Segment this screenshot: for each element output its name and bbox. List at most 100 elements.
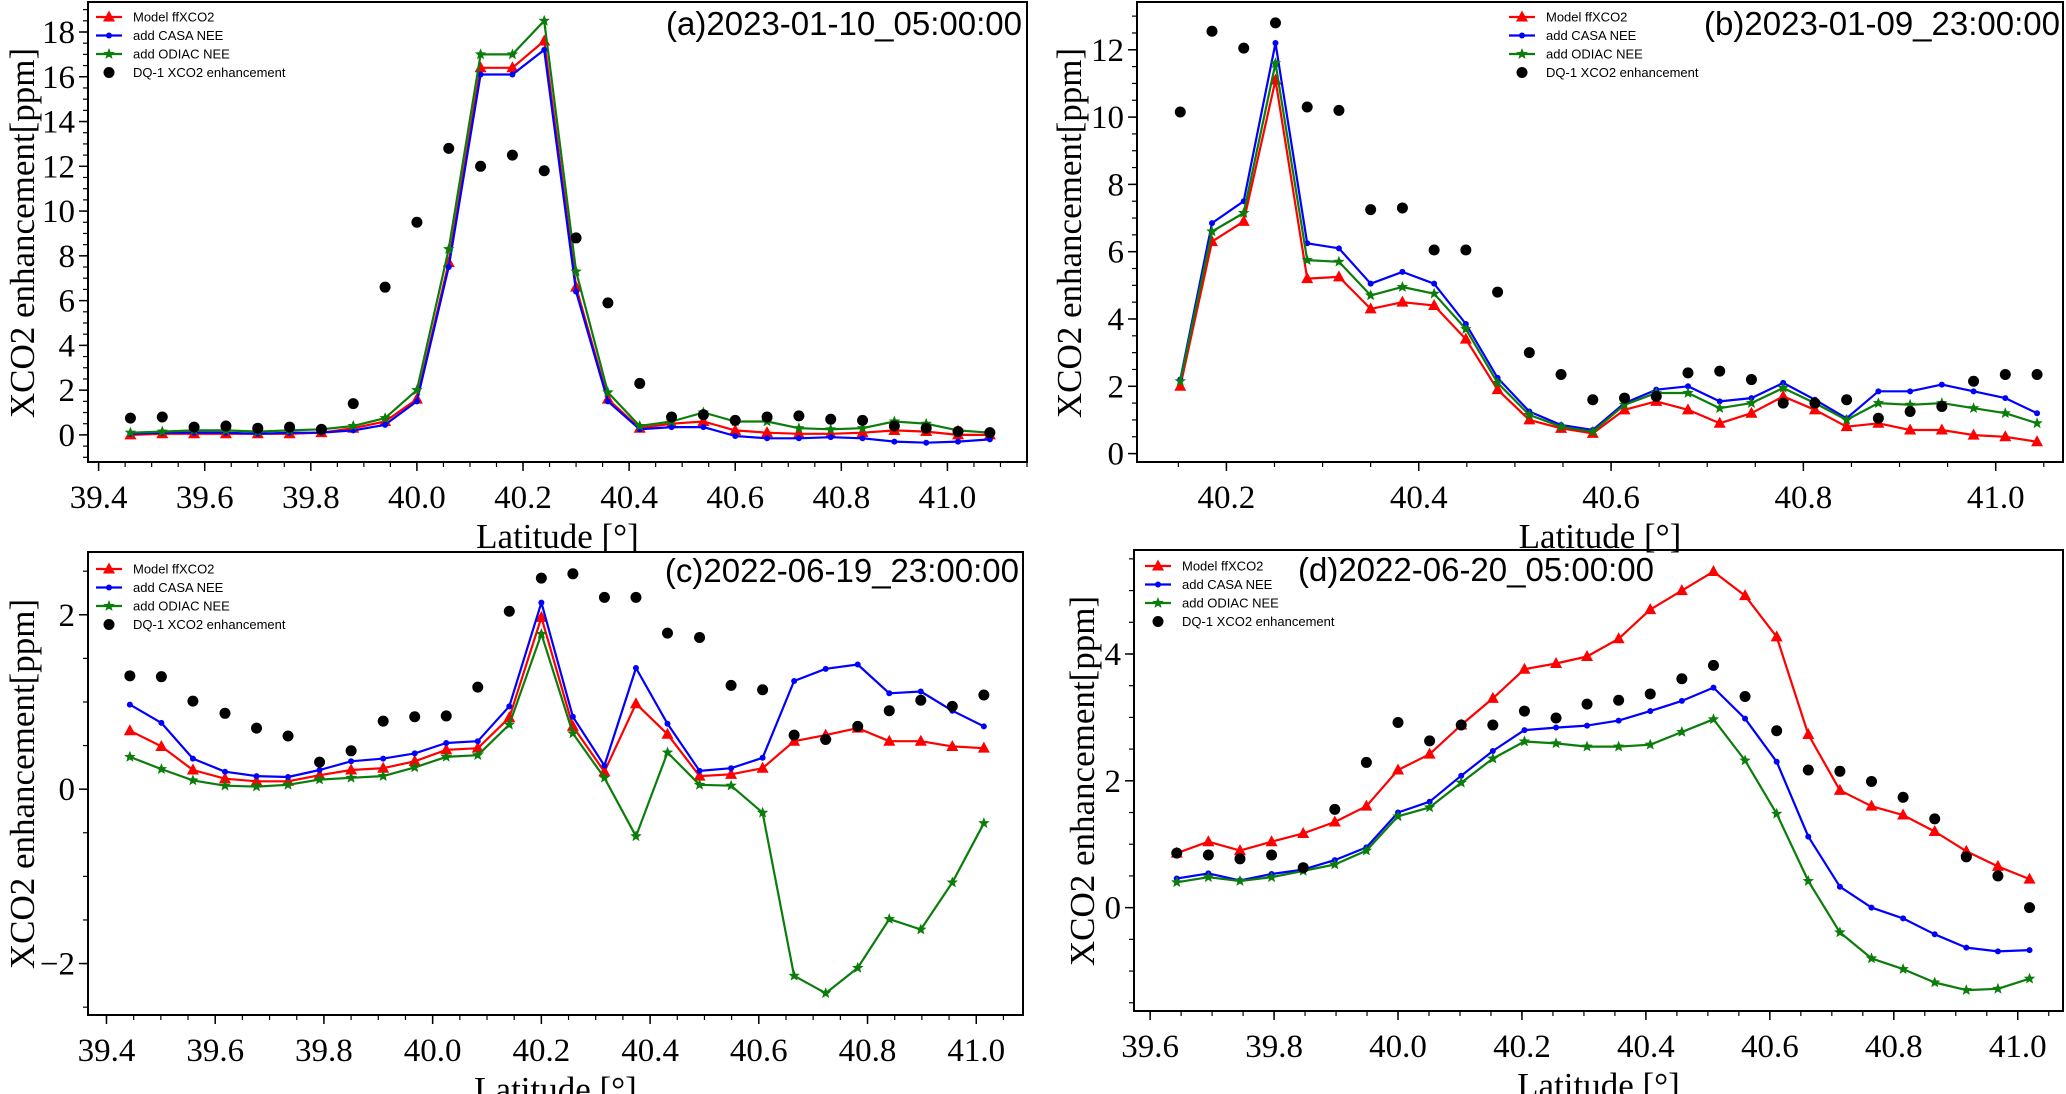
data-point bbox=[440, 710, 452, 722]
legend-entry: add CASA NEE bbox=[1509, 28, 1637, 43]
data-point bbox=[1967, 402, 1980, 413]
x-tick-label: 40.4 bbox=[600, 480, 658, 516]
data-point bbox=[566, 719, 579, 731]
data-point bbox=[1777, 389, 1790, 401]
panel-title: (d)2022-06-20_05:00:00 bbox=[1298, 551, 1654, 588]
x-tick-label: 40.6 bbox=[1741, 1029, 1799, 1065]
data-point bbox=[445, 264, 452, 271]
legend-marker bbox=[103, 10, 115, 22]
data-point bbox=[1714, 402, 1726, 413]
data-point bbox=[1836, 883, 1843, 890]
data-point bbox=[1399, 268, 1406, 275]
data-point bbox=[1329, 858, 1341, 870]
data-point bbox=[661, 627, 673, 639]
plot-area bbox=[1174, 17, 2044, 447]
data-point bbox=[1612, 740, 1625, 752]
panel-title: (b)2023-01-09_23:00:00 bbox=[1704, 5, 2060, 42]
data-point bbox=[1423, 747, 1436, 759]
x-tick-label: 41.0 bbox=[1967, 480, 2025, 516]
data-point bbox=[598, 591, 610, 603]
data-point bbox=[1518, 662, 1531, 674]
legend-entry: DQ-1 XCO2 enhancement bbox=[103, 65, 286, 80]
data-point bbox=[570, 265, 582, 277]
data-point bbox=[1487, 752, 1499, 764]
data-point bbox=[284, 421, 296, 433]
data-point bbox=[411, 216, 423, 228]
x-tick-label: 40.2 bbox=[494, 480, 552, 516]
data-point bbox=[1428, 287, 1440, 299]
data-point bbox=[1994, 948, 2001, 955]
legend-label: add CASA NEE bbox=[133, 580, 224, 595]
data-point bbox=[506, 703, 513, 710]
y-tick-label: 2 bbox=[1105, 764, 1122, 800]
data-point bbox=[345, 771, 357, 783]
y-tick-label: 12 bbox=[42, 149, 75, 185]
y-tick-label: 0 bbox=[59, 772, 76, 808]
data-point bbox=[1396, 202, 1408, 214]
data-point bbox=[761, 426, 774, 438]
data-point bbox=[1809, 397, 1821, 409]
data-point bbox=[1897, 791, 1909, 803]
data-point bbox=[411, 750, 418, 757]
data-point bbox=[1897, 963, 1909, 974]
x-tick-label: 39.8 bbox=[282, 480, 340, 516]
data-point bbox=[1365, 289, 1377, 301]
data-point bbox=[124, 412, 136, 424]
legend-marker bbox=[1155, 581, 1161, 588]
series-dq-1-xco2-enhancement bbox=[124, 142, 996, 439]
data-point bbox=[220, 420, 232, 432]
data-point bbox=[1550, 712, 1562, 724]
data-point bbox=[791, 678, 798, 685]
data-point bbox=[1269, 17, 1281, 29]
data-point bbox=[630, 830, 642, 842]
legend-marker bbox=[1516, 10, 1528, 22]
data-point bbox=[124, 426, 137, 438]
data-point bbox=[1802, 728, 1815, 740]
data-point bbox=[1423, 801, 1436, 813]
legend-entry: DQ-1 XCO2 enhancement bbox=[103, 617, 286, 632]
data-point bbox=[1872, 412, 1884, 424]
data-point bbox=[1865, 799, 1878, 811]
data-point bbox=[1550, 657, 1563, 669]
panel-title: (a)2023-01-10_05:00:00 bbox=[666, 5, 1022, 42]
data-point bbox=[1491, 383, 1504, 395]
y-axis-label: XCO2 enhancement[ppm] bbox=[1063, 596, 1102, 966]
data-point bbox=[1360, 756, 1372, 768]
data-point bbox=[413, 398, 420, 405]
data-point bbox=[1618, 403, 1631, 415]
data-point bbox=[914, 734, 927, 746]
data-point bbox=[946, 876, 958, 888]
data-point bbox=[1329, 803, 1341, 815]
data-point bbox=[186, 763, 199, 775]
legend-label: DQ-1 XCO2 enhancement bbox=[133, 65, 286, 80]
data-point bbox=[732, 433, 739, 440]
data-point bbox=[348, 758, 355, 765]
data-point bbox=[1970, 388, 1977, 395]
data-point bbox=[1233, 844, 1246, 856]
data-point bbox=[1745, 397, 1758, 408]
series-dq-1-xco2-enhancement bbox=[1171, 659, 2036, 914]
panel-d: 39.6 39.8 40.0 40.2 40.4 40.6 40.8 41.0 0 2 4 Latit… bbox=[1063, 549, 2064, 1094]
data-point bbox=[1333, 255, 1345, 267]
series-line bbox=[129, 616, 984, 783]
legend-marker bbox=[103, 600, 115, 611]
series-line bbox=[1176, 570, 2030, 881]
data-point bbox=[1739, 690, 1751, 702]
data-point bbox=[538, 599, 545, 606]
axes-frame bbox=[1133, 549, 2064, 1012]
data-point bbox=[313, 773, 326, 785]
data-point bbox=[761, 411, 773, 423]
data-point bbox=[1265, 835, 1278, 847]
data-point bbox=[795, 435, 802, 442]
data-point bbox=[1581, 698, 1593, 710]
data-point bbox=[700, 424, 707, 431]
data-point bbox=[1581, 740, 1593, 752]
legend-label: add CASA NEE bbox=[1182, 577, 1273, 592]
series-line bbox=[1179, 78, 2038, 443]
data-point bbox=[506, 149, 518, 161]
data-point bbox=[1615, 717, 1622, 724]
data-point bbox=[535, 610, 548, 622]
data-point bbox=[1301, 101, 1313, 113]
data-point bbox=[756, 806, 769, 818]
x-tick-label: 39.4 bbox=[78, 1033, 136, 1069]
